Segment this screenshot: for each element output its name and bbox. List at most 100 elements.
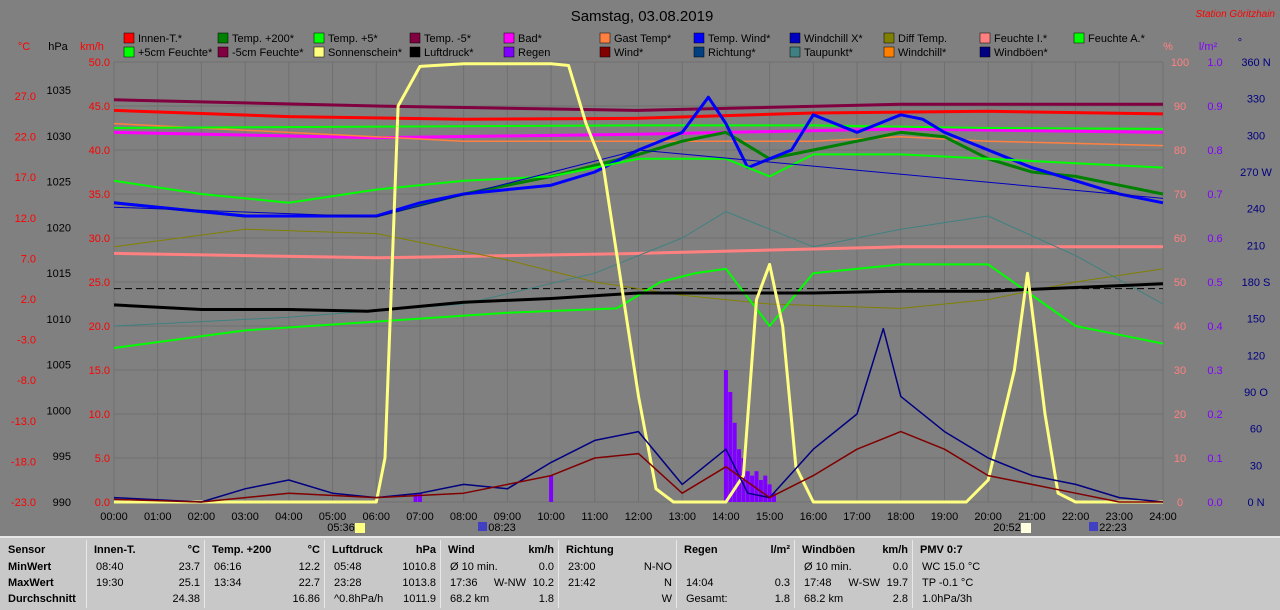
sunrise-label: 05:36 xyxy=(327,522,355,534)
hpa-tick-label: 1035 xyxy=(47,85,71,97)
stats-cell-time: ^0.8hPa/h xyxy=(334,593,384,605)
stats-separator xyxy=(440,540,441,608)
stats-cell-direction: W-SW xyxy=(848,577,880,589)
stats-block-name: Regen xyxy=(684,544,718,556)
celsius-tick-label: -23.0 xyxy=(11,497,36,509)
series-line xyxy=(113,430,1163,503)
rain-bar xyxy=(771,493,776,502)
stats-separator xyxy=(558,540,559,608)
sunrise-icon xyxy=(355,523,365,533)
stats-separator xyxy=(86,540,87,608)
kmh-tick-label: 25.0 xyxy=(89,277,110,289)
stats-cell-time: 14:04 xyxy=(686,577,714,589)
legend-swatch xyxy=(599,46,611,58)
x-tick-label: 22:00 xyxy=(1062,511,1090,523)
rain-tick-label: 0.1 xyxy=(1207,453,1222,465)
legend-swatch xyxy=(883,32,895,44)
stats-cell-value: N-NO xyxy=(643,561,672,573)
hpa-tick-label: 1000 xyxy=(47,405,71,417)
percent-tick-label: 80 xyxy=(1174,145,1186,157)
station-label: Station Göritzhain xyxy=(1196,9,1276,20)
legend-label: Temp. -5* xyxy=(424,33,472,45)
legend-swatch xyxy=(599,32,611,44)
percent-tick-label: 10 xyxy=(1174,453,1186,465)
stats-cell-value: W xyxy=(661,593,672,605)
stats-cell-value: 10.2 xyxy=(532,577,554,589)
sun-moon-markers: 05:36 08:23 20:52 22:23 xyxy=(327,522,1127,534)
legend-label: Temp. +5* xyxy=(328,33,379,45)
hpa-tick-label: 1010 xyxy=(47,314,71,326)
legend-label: Windböen* xyxy=(994,47,1049,59)
axis-unit-kmh: km/h xyxy=(80,41,104,53)
rain-tick-label: 0.2 xyxy=(1207,409,1222,421)
dir-tick-label: 150 xyxy=(1247,314,1265,326)
hpa-tick-label: 990 xyxy=(53,497,71,509)
percent-tick-label: 30 xyxy=(1174,365,1186,377)
rain-bar xyxy=(750,475,755,502)
stats-cell-value: 19.7 xyxy=(886,577,908,589)
legend-swatch xyxy=(123,46,135,58)
percent-tick-label: 50 xyxy=(1174,277,1186,289)
percent-tick-label: 60 xyxy=(1174,233,1186,245)
stats-cell-value: 24.38 xyxy=(172,593,200,605)
stats-cell-time: 17:48 xyxy=(804,577,832,589)
stats-separator xyxy=(676,540,677,608)
legend-label: +5cm Feuchte* xyxy=(138,47,213,59)
x-tick-label: 13:00 xyxy=(668,511,696,523)
celsius-tick-label: 12.0 xyxy=(15,213,36,225)
kmh-tick-label: 0.0 xyxy=(95,497,110,509)
kmh-tick-label: 5.0 xyxy=(95,453,110,465)
stats-cell-value: 1.8 xyxy=(774,593,790,605)
stats-cell-value: 25.1 xyxy=(178,577,200,589)
hpa-tick-label: 1025 xyxy=(47,177,71,189)
legend-label: Feuchte I.* xyxy=(994,33,1048,45)
rain-tick-label: 0.0 xyxy=(1207,497,1222,509)
x-tick-label: 09:00 xyxy=(494,511,522,523)
rain-bar xyxy=(728,392,733,502)
hpa-tick-label: 995 xyxy=(53,451,71,463)
x-tick-label: 21:00 xyxy=(1018,511,1046,523)
celsius-tick-label: -3.0 xyxy=(17,335,36,347)
celsius-tick-label: 7.0 xyxy=(21,253,36,265)
rain-bar xyxy=(723,370,728,502)
hpa-tick-label: 1005 xyxy=(47,360,71,372)
x-tick-label: 23:00 xyxy=(1106,511,1134,523)
stats-cell-value: 23.7 xyxy=(178,561,200,573)
stats-cell-time: 68.2 km xyxy=(804,593,844,605)
rain-bar xyxy=(413,493,418,502)
dir-tick-label: 360 N xyxy=(1241,57,1270,69)
x-tick-label: 03:00 xyxy=(231,511,259,523)
dir-tick-label: 0 N xyxy=(1247,497,1264,509)
stats-block: Wind km/h Ø 10 min. 0.0 17:36 W-NW 10.2 68.2 km… xyxy=(446,538,554,610)
series-line xyxy=(114,62,1163,504)
stats-cell-time: 08:40 xyxy=(96,561,124,573)
dir-tick-label: 30 xyxy=(1250,460,1262,472)
hpa-tick-label: 1030 xyxy=(47,131,71,143)
legend-swatch xyxy=(979,46,991,58)
stats-cell-time: Ø 10 min. xyxy=(450,561,498,573)
stats-cell-time: 23:28 xyxy=(334,577,362,589)
x-tick-label: 11:00 xyxy=(581,511,608,523)
series-line xyxy=(113,282,1164,313)
dir-tick-label: 300 xyxy=(1247,130,1265,142)
stats-cell-time: 05:48 xyxy=(334,561,362,573)
legend-swatch xyxy=(503,32,515,44)
stats-block: Windböen km/h Ø 10 min. 0.0 17:48 W-SW 19.7 68.… xyxy=(800,538,908,610)
rain-bar xyxy=(549,475,554,502)
series-line xyxy=(113,98,1163,112)
moonset-label: 22:23 xyxy=(1099,522,1127,534)
sunset-label: 20:52 xyxy=(993,522,1021,534)
celsius-tick-label: 2.0 xyxy=(21,294,36,306)
hpa-tick-label: 1015 xyxy=(47,268,71,280)
stats-row-label: Sensor xyxy=(8,544,46,556)
stats-cell-value: 0.0 xyxy=(892,561,908,573)
stats-block-name: Windböen xyxy=(802,544,856,556)
celsius-tick-label: 22.0 xyxy=(15,132,36,144)
dir-tick-label: 330 xyxy=(1247,94,1265,106)
axis-unit-hpa: hPa xyxy=(48,41,68,53)
percent-tick-label: 20 xyxy=(1174,409,1186,421)
stats-block: Innen-T. °C 08:40 23.7 19:30 25.1 24.38 xyxy=(92,538,200,610)
x-tick-label: 10:00 xyxy=(537,511,565,523)
stats-row-label: Durchschnitt xyxy=(8,593,76,605)
rain-tick-label: 0.3 xyxy=(1207,365,1222,377)
